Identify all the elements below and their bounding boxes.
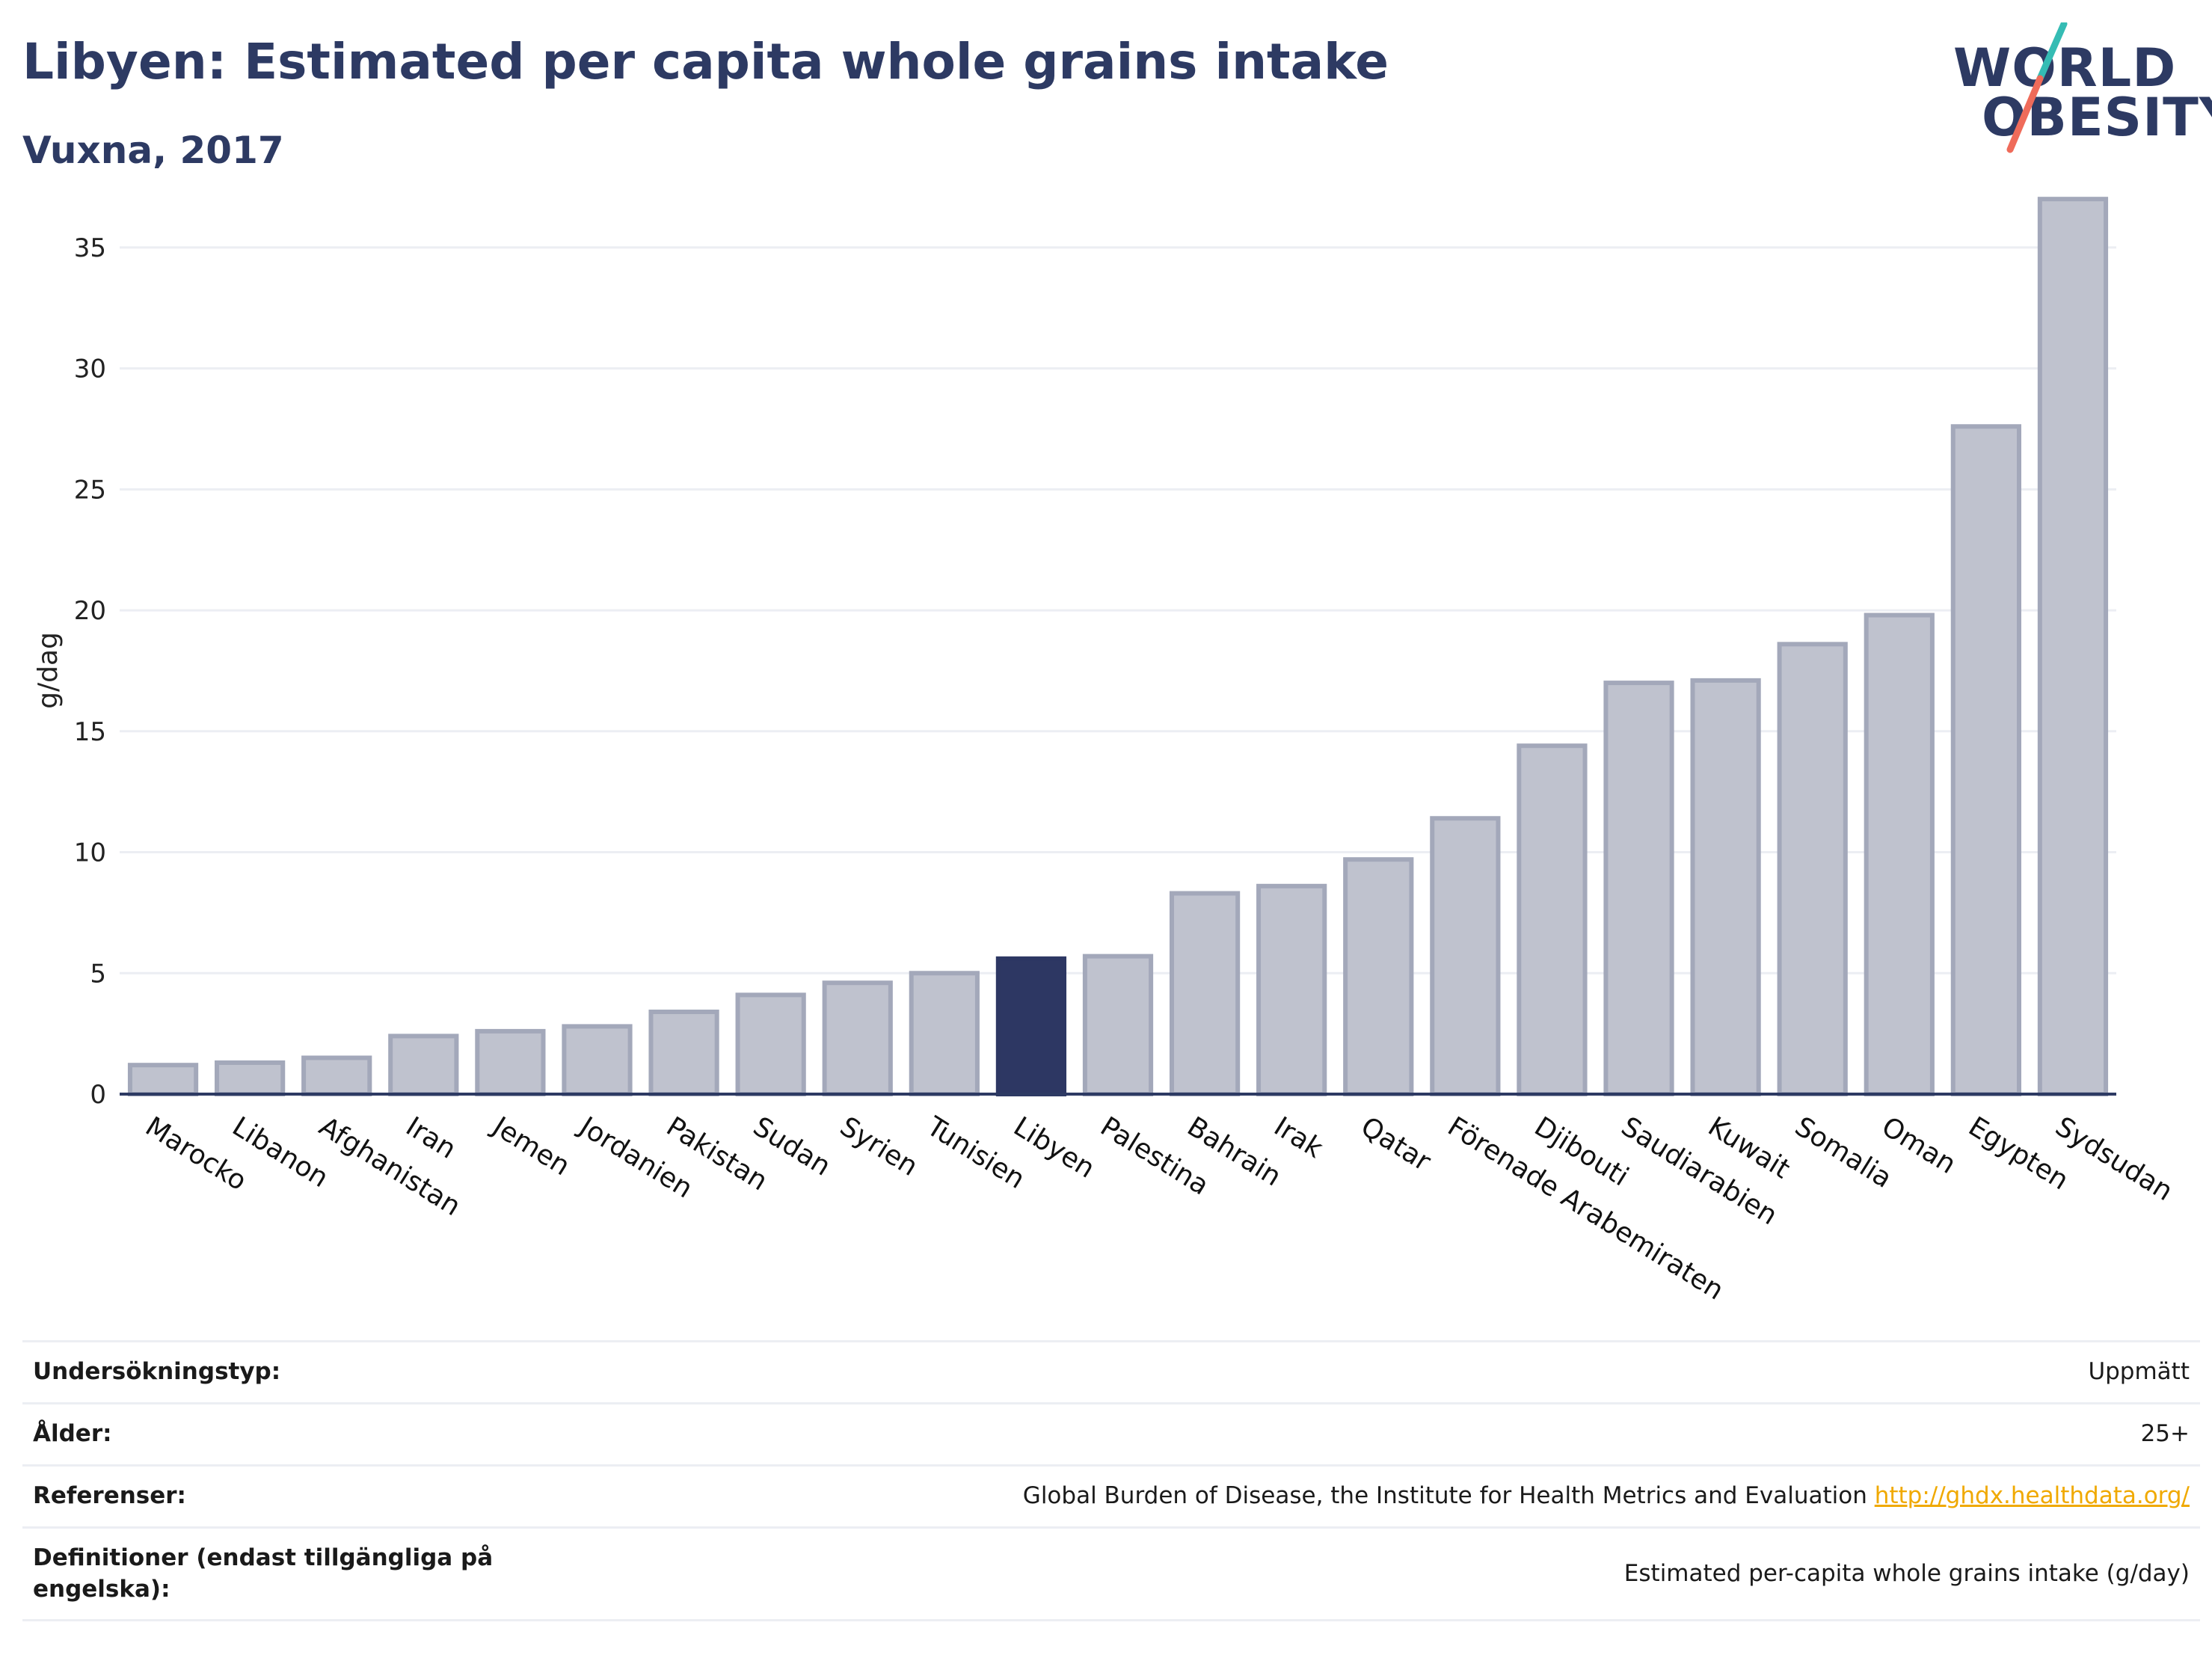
bar	[127, 1063, 199, 1096]
bar	[1864, 612, 1935, 1096]
y-tick-label: 10	[74, 838, 106, 868]
bar	[822, 980, 893, 1096]
meta-row-survey-type: Undersökningstyp: Uppmätt	[22, 1342, 2200, 1404]
bar	[475, 1028, 546, 1097]
meta-value: Estimated per-capita whole grains intake…	[1623, 1559, 2190, 1587]
y-tick-label: 25	[74, 475, 106, 505]
bar	[1169, 891, 1241, 1097]
y-axis-label: g/dag	[33, 632, 64, 709]
bar	[388, 1034, 459, 1097]
bar	[301, 1055, 372, 1096]
x-tick-label: Tunisien	[921, 1111, 1030, 1195]
y-tick-label: 0	[90, 1080, 106, 1110]
bar	[1430, 816, 1501, 1097]
bar	[1082, 954, 1154, 1097]
world-obesity-logo: WORLD OBESITY	[1952, 22, 2212, 157]
bar	[1517, 743, 1588, 1096]
logo-slash-icon	[2006, 22, 2068, 153]
x-tick-label: Somalia	[1789, 1111, 1897, 1194]
metadata-table: Undersökningstyp: Uppmätt Ålder: 25+ Ref…	[22, 1340, 2200, 1621]
x-tick-label: Sydsudan	[2050, 1111, 2178, 1207]
x-tick-label: Qatar	[1355, 1111, 1436, 1178]
chart-title: Libyen: Estimated per capita whole grain…	[22, 33, 1389, 90]
x-tick-label: Egypten	[1963, 1111, 2074, 1197]
bar	[562, 1024, 633, 1096]
meta-row-definitions: Definitioner (endast tillgängliga på eng…	[22, 1529, 2200, 1621]
y-tick-label: 30	[74, 354, 106, 384]
y-tick-label: 35	[74, 233, 106, 263]
bar	[2037, 197, 2109, 1096]
y-tick-label: 20	[74, 596, 106, 626]
x-tick-label: Syrien	[835, 1111, 923, 1182]
meta-label: Undersökningstyp:	[33, 1358, 281, 1386]
x-tick-label: Jemen	[486, 1111, 575, 1182]
meta-row-references: Referenser: Global Burden of Disease, th…	[22, 1467, 2200, 1529]
bar	[735, 992, 806, 1096]
meta-label: Ålder:	[33, 1420, 112, 1448]
meta-value: 25+	[2140, 1420, 2190, 1448]
y-tick-label: 5	[90, 959, 106, 989]
bar	[1343, 857, 1414, 1096]
bar	[1690, 678, 1761, 1096]
x-tick-label: Iran	[401, 1111, 461, 1165]
bar	[909, 971, 980, 1097]
meta-value: Uppmätt	[2088, 1358, 2190, 1386]
meta-label: Definitioner (endast tillgängliga på eng…	[33, 1544, 494, 1603]
logo-text-world: WORLD	[1953, 37, 2177, 99]
bar	[648, 1010, 719, 1097]
reference-link[interactable]: http://ghdx.healthdata.org/	[1874, 1482, 2190, 1510]
bar	[1950, 424, 2021, 1096]
x-tick-label: Irak	[1268, 1111, 1328, 1164]
meta-row-age: Ålder: 25+	[22, 1404, 2200, 1467]
meta-value: Global Burden of Disease, the Institute …	[1023, 1481, 2190, 1512]
bar	[215, 1060, 286, 1097]
bar	[1777, 642, 1848, 1096]
meta-label: Referenser:	[33, 1482, 186, 1510]
bar	[1603, 681, 1674, 1096]
bar-highlight	[995, 956, 1067, 1096]
bar	[1256, 883, 1327, 1097]
chart-subtitle: Vuxna, 2017	[22, 129, 284, 172]
reference-text: Global Burden of Disease, the Institute …	[1022, 1482, 1867, 1510]
bar-chart: 05101520253035g/dagMarockoLibanonAfghani…	[33, 197, 2178, 1307]
y-tick-label: 15	[74, 717, 106, 747]
